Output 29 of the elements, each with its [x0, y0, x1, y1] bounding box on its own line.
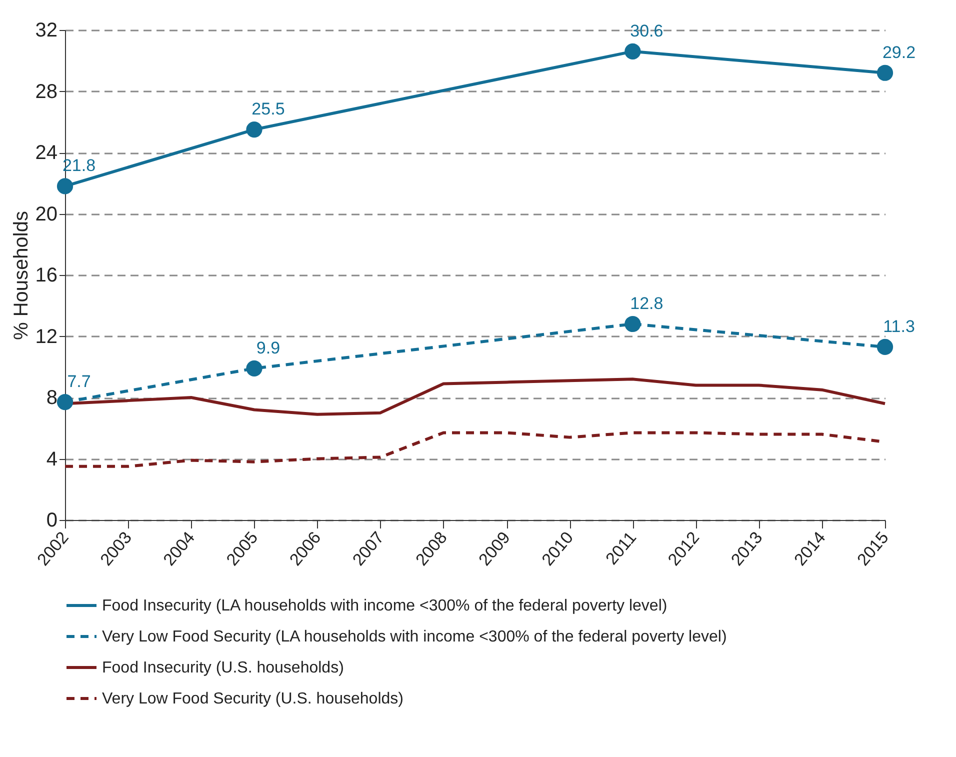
- data-label: 29.2: [882, 42, 916, 62]
- point: [876, 338, 894, 356]
- data-label: 11.3: [883, 316, 915, 336]
- point: [624, 43, 641, 60]
- point: [876, 64, 894, 81]
- y-tick-label: 28: [35, 80, 58, 103]
- point: [624, 316, 641, 332]
- y-axis-title: % Households: [10, 211, 32, 340]
- data-label: 12.8: [630, 294, 664, 313]
- point: [246, 121, 262, 138]
- y-tick-label: 4: [46, 448, 58, 470]
- y-tick-label: 24: [35, 142, 58, 164]
- point: [246, 360, 262, 376]
- y-tick-label: 8: [46, 387, 58, 409]
- legend-label: Food Insecurity (U.S. households): [102, 660, 344, 676]
- data-label: 9.9: [256, 338, 280, 358]
- y-tick-label: 0: [46, 510, 58, 532]
- legend-label: Very Low Food Security (LA households with income <300% of the federal poverty level): [102, 628, 727, 646]
- legend-label: Food Insecurity (LA households with income <300% of the federal poverty level): [102, 598, 668, 614]
- y-tick-label: 32: [35, 20, 58, 42]
- y-tick-label: 12: [35, 326, 58, 348]
- data-label: 25.5: [252, 100, 285, 119]
- data-label: 30.6: [630, 21, 664, 40]
- point: [56, 394, 74, 410]
- data-label: 7.7: [67, 372, 91, 392]
- y-tick-label: 16: [35, 264, 58, 286]
- legend-label: Very Low Food Security (U.S. households): [102, 690, 404, 708]
- y-tick-label: 20: [35, 203, 58, 226]
- point: [56, 178, 74, 194]
